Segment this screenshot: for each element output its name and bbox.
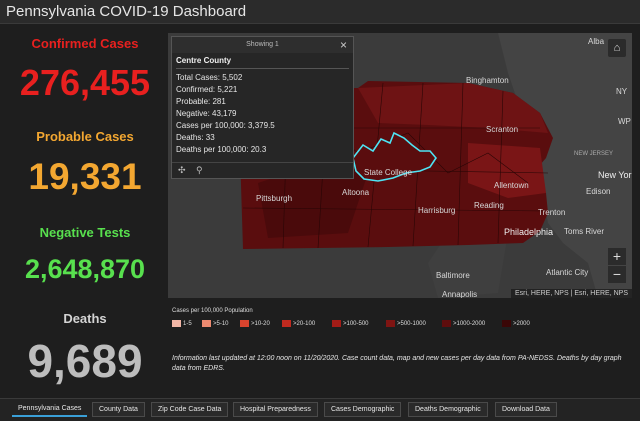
city-label-toms-river: Toms River <box>564 227 605 236</box>
city-label-atlantic-city: Atlantic City <box>546 268 589 277</box>
neighbor-state-shape <box>498 33 632 298</box>
confirmed-cases-value: 276,455 <box>19 62 151 103</box>
legend-item-label: >20-100 <box>293 321 316 328</box>
legend-item: >5-10 <box>202 320 229 327</box>
legend-item: >500-1000 <box>386 320 426 327</box>
legend-item-label: >1000-2000 <box>453 321 486 328</box>
popup-row: Total Cases: 5,502 <box>176 73 243 82</box>
tab-bar: Pennsylvania Cases County Data Zip Code … <box>0 398 640 421</box>
tab-download-data[interactable]: Download Data <box>495 402 557 417</box>
city-label-baltimore: Baltimore <box>436 271 470 280</box>
home-icon: ⌂ <box>613 42 621 54</box>
confirmed-cases-label: Confirmed Cases <box>31 36 139 51</box>
popup-footer: ✣ ⚲ <box>172 162 353 178</box>
popup-showing-count: Showing 1 <box>246 41 279 48</box>
deaths-value: 9,689 <box>27 335 143 387</box>
city-label-reading: Reading <box>474 201 504 210</box>
negative-tests-value: 2,648,870 <box>24 254 146 284</box>
tab-county-data[interactable]: County Data <box>92 402 145 417</box>
legend-item: >10-20 <box>240 320 270 327</box>
legend-item-label: >500-1000 <box>397 321 426 328</box>
tab-zip-code-case-data[interactable]: Zip Code Case Data <box>151 402 229 417</box>
map-legend: Cases per 100,000 Population 1-5 >5-10 >… <box>172 308 632 332</box>
probable-cases-stat: Probable Cases 19,331 <box>6 129 164 195</box>
legend-title: Cases per 100,000 Population <box>172 308 253 314</box>
zoom-in-button[interactable]: + <box>608 248 626 266</box>
legend-item-label: >10-20 <box>251 321 270 328</box>
legend-items: 1-5 >5-10 >10-20 >20-100 >100-500 >500-1… <box>172 320 632 332</box>
city-label-state-college: State College <box>364 168 413 177</box>
popup-row: Deaths: 33 <box>176 133 215 142</box>
popup-row: Deaths per 100,000: 20.3 <box>176 145 267 154</box>
legend-swatch <box>240 320 249 327</box>
city-label-new-york: New York <box>598 170 632 180</box>
home-button[interactable]: ⌂ <box>608 39 626 57</box>
city-label-scranton: Scranton <box>486 125 519 134</box>
update-info-text: Information last updated at 12:00 noon o… <box>172 355 622 372</box>
city-label-harrisburg: Harrisburg <box>418 206 456 215</box>
pa-east-counties <box>468 143 546 198</box>
legend-item-label: >2000 <box>513 321 530 328</box>
legend-swatch <box>442 320 451 327</box>
legend-swatch <box>172 320 181 327</box>
popup-row: Negative: 43,179 <box>176 109 237 118</box>
probable-cases-label: Probable Cases <box>36 129 134 144</box>
dashboard-title: Pennsylvania COVID-19 Dashboard <box>6 3 247 20</box>
city-label-philadelphia: Philadelphia <box>504 227 554 237</box>
legend-item-label: >100-500 <box>343 321 369 328</box>
region-label-new-jersey: NEW JERSEY <box>574 151 614 157</box>
legend-swatch <box>332 320 341 327</box>
pan-to-icon[interactable]: ✣ <box>178 165 186 175</box>
city-label-edison: Edison <box>586 187 611 196</box>
stats-panel: Confirmed Cases 276,455 Probable Cases 1… <box>6 26 164 398</box>
city-label-annapolis: Annapolis <box>442 290 478 298</box>
popup-header: Showing 1 × <box>172 37 353 53</box>
pa-north-counties <box>358 83 548 133</box>
legend-item-label: 1-5 <box>183 321 192 328</box>
zoom-to-icon[interactable]: ⚲ <box>196 165 203 175</box>
city-label-altoona: Altoona <box>342 188 370 197</box>
region-label-ny: NY <box>616 87 628 96</box>
probable-cases-value: 19,331 <box>28 156 142 197</box>
legend-item: >1000-2000 <box>442 320 485 327</box>
deaths-stat: Deaths 9,689 <box>6 311 164 384</box>
map-attribution: Esri, HERE, NPS | Esri, HERE, NPS <box>510 289 632 298</box>
popup-divider <box>176 68 349 69</box>
popup-county-name: Centre County <box>176 56 232 65</box>
city-label-trenton: Trenton <box>538 208 566 217</box>
legend-item: >100-500 <box>332 320 369 327</box>
city-label-allentown: Allentown <box>494 181 529 190</box>
county-popup: Showing 1 × Centre County Total Cases: 5… <box>171 36 354 179</box>
city-label-pittsburgh: Pittsburgh <box>256 194 293 203</box>
city-label-binghamton: Binghamton <box>466 76 509 85</box>
deaths-label: Deaths <box>63 311 107 326</box>
confirmed-cases-stat: Confirmed Cases 276,455 <box>6 36 164 101</box>
city-label-albany: Alba <box>588 37 605 46</box>
legend-swatch <box>502 320 511 327</box>
legend-item: >20-100 <box>282 320 315 327</box>
region-label-wp: WP <box>618 117 631 126</box>
tab-cases-demographic[interactable]: Cases Demographic <box>324 402 402 417</box>
zoom-controls: + − <box>608 248 626 284</box>
tab-deaths-demographic[interactable]: Deaths Demographic <box>408 402 488 417</box>
legend-item: >2000 <box>502 320 530 327</box>
centre-county-highlight[interactable] <box>352 131 438 182</box>
tab-pennsylvania-cases[interactable]: Pennsylvania Cases <box>12 402 88 417</box>
negative-tests-label: Negative Tests <box>39 225 131 240</box>
legend-swatch <box>282 320 291 327</box>
tab-hospital-preparedness[interactable]: Hospital Preparedness <box>233 402 318 417</box>
zoom-out-button[interactable]: − <box>608 266 626 284</box>
negative-tests-stat: Negative Tests 2,648,870 <box>6 225 164 283</box>
legend-swatch <box>386 320 395 327</box>
popup-row: Probable: 281 <box>176 97 226 106</box>
popup-close-icon[interactable]: × <box>339 38 347 52</box>
dashboard-header: Pennsylvania COVID-19 Dashboard <box>0 0 640 24</box>
popup-row: Confirmed: 5,221 <box>176 85 238 94</box>
legend-item-label: >5-10 <box>213 321 229 328</box>
pa-west-counties <box>258 163 368 238</box>
legend-swatch <box>202 320 211 327</box>
popup-row: Cases per 100,000: 3,379.5 <box>176 121 275 130</box>
legend-item: 1-5 <box>172 320 192 327</box>
